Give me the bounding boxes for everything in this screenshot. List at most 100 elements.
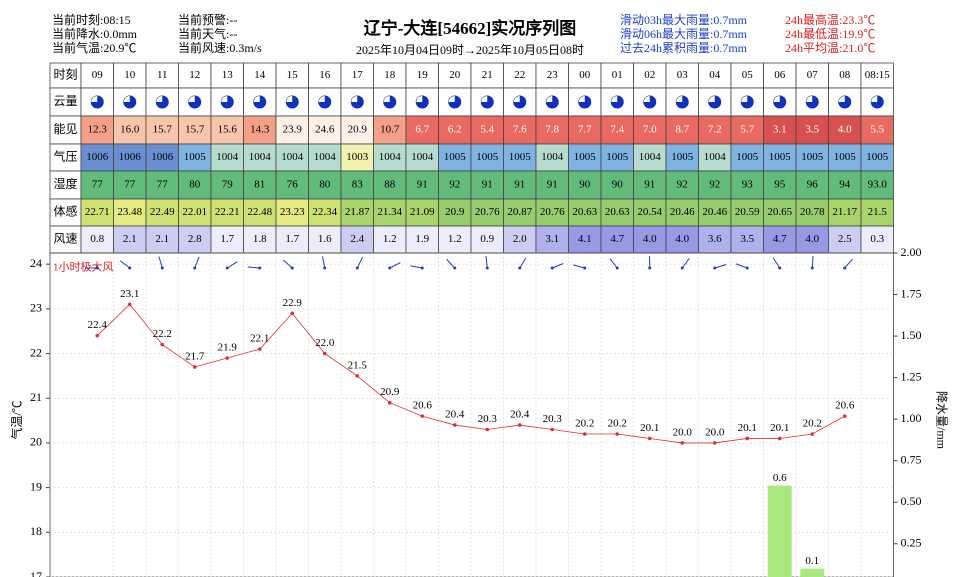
table-cell [340,62,374,89]
cell-text: 91 [417,179,428,191]
cell-text: 1005 [476,151,499,163]
cell-text: 1004 [704,151,727,163]
wind-barb [811,255,814,269]
cell-text: 20.46 [702,206,727,218]
wind-dot [388,266,392,270]
cloud-icon-part [351,96,358,102]
cloud-icon-part [708,96,715,102]
cell-text: 80 [189,179,201,191]
cell-text: 1005 [509,151,532,163]
cloud-icon-part [188,96,195,102]
cell-text: 20.9 [445,206,465,218]
table-cell [665,170,699,200]
cell-text: 1004 [281,151,304,163]
temp-label: 20.0 [673,426,693,438]
precip-bar [800,568,825,577]
cell-text: 1005 [574,151,597,163]
cell-text: 95 [774,179,786,191]
cell-text: 1006 [86,151,109,163]
table-cell [80,62,114,89]
cell-text: 18 [384,69,396,81]
table-cell [145,143,179,172]
row-label-cell [49,225,82,254]
wind-barb [226,261,238,269]
cell-text: 91 [514,179,525,191]
cloud-icon-part [773,96,780,102]
cell-text: 4.0 [675,233,689,245]
cell-text: 93 [742,179,754,191]
temp-label: 20.0 [705,426,725,438]
wind-barb [158,256,163,269]
cell-text: 1005 [606,151,629,163]
wind-dot [843,266,847,270]
row-label: 湿度 [53,176,77,191]
temp-label: 20.1 [738,422,757,434]
cell-text: 1.7 [285,233,299,245]
temp-label: 22.9 [283,297,303,309]
y2-tick-label: 1.50 [901,328,922,342]
cell-text: 3.1 [773,124,787,136]
temp-label: 20.1 [640,422,659,434]
temp-label: 20.3 [543,413,563,425]
title: 辽宁-大连[54662]实况序列图 [364,18,576,38]
row-label: 风速 [53,231,77,245]
temp-stat: 24h最高温:23.3℃ [785,12,875,27]
cell-text: 20.65 [767,206,792,218]
wind-dot [615,266,619,270]
table-cell [113,170,147,200]
cell-text: 17 [352,69,364,81]
temp-point [550,427,555,432]
y2-axis-label: 降水量/mm [934,391,948,450]
subtitle: 2025年10月04日09时→2025年10月05日08时 [356,43,584,57]
cell-text: 12.3 [88,124,108,136]
y-tick-label: 22 [30,345,42,359]
temp-label: 22.2 [153,328,172,340]
table-cell [243,143,277,172]
table-cell [665,62,699,89]
wind-barb [485,256,488,269]
cell-text: 1005 [444,151,467,163]
table-cell [698,198,732,227]
cell-text: 1004 [379,151,402,163]
temp-label: 20.4 [445,409,465,421]
temp-label: 20.1 [770,422,789,434]
cloud-icon-part [546,96,553,102]
cloud-icon-part [481,96,488,102]
temp-point [355,374,360,378]
table-cell [860,62,894,89]
row-label-cell [49,62,82,89]
header-text: 当前气温:20.9℃ [52,40,136,55]
cell-text: 3.1 [545,233,559,245]
cell-text: 10 [124,69,136,81]
cloud-icon-part [318,96,325,102]
table-cell [373,198,407,227]
temp-label: 21.7 [185,350,205,362]
cell-text: 20 [449,69,461,81]
wind-barb [552,263,564,269]
cell-text: 08 [839,69,851,81]
wind-barb [519,257,527,269]
wind-dot [290,266,294,270]
cell-text: 1005 [801,151,824,163]
wind-dot [453,266,457,270]
table-cell [828,143,862,172]
table-cell [828,225,862,254]
table-cell [828,115,862,145]
table-cell [145,115,179,145]
cell-text: 1004 [541,151,564,163]
cloud-icon-part [448,96,455,102]
table-cell [600,115,634,145]
temp-point [810,432,815,436]
table-cell [665,115,699,145]
temp-label: 20.2 [575,418,594,430]
table-cell [698,62,732,89]
cell-text: 20.87 [507,206,532,218]
row-label-cell [49,115,82,145]
wind-dot [225,266,229,270]
cell-text: 6.7 [415,124,429,136]
cell-text: 1.7 [220,233,234,245]
header-text: 当前预警:-- [178,12,237,27]
cell-text: 19 [417,69,429,81]
cell-text: 7.2 [708,124,722,136]
header-text: 当前降水:0.0mm [52,26,138,41]
